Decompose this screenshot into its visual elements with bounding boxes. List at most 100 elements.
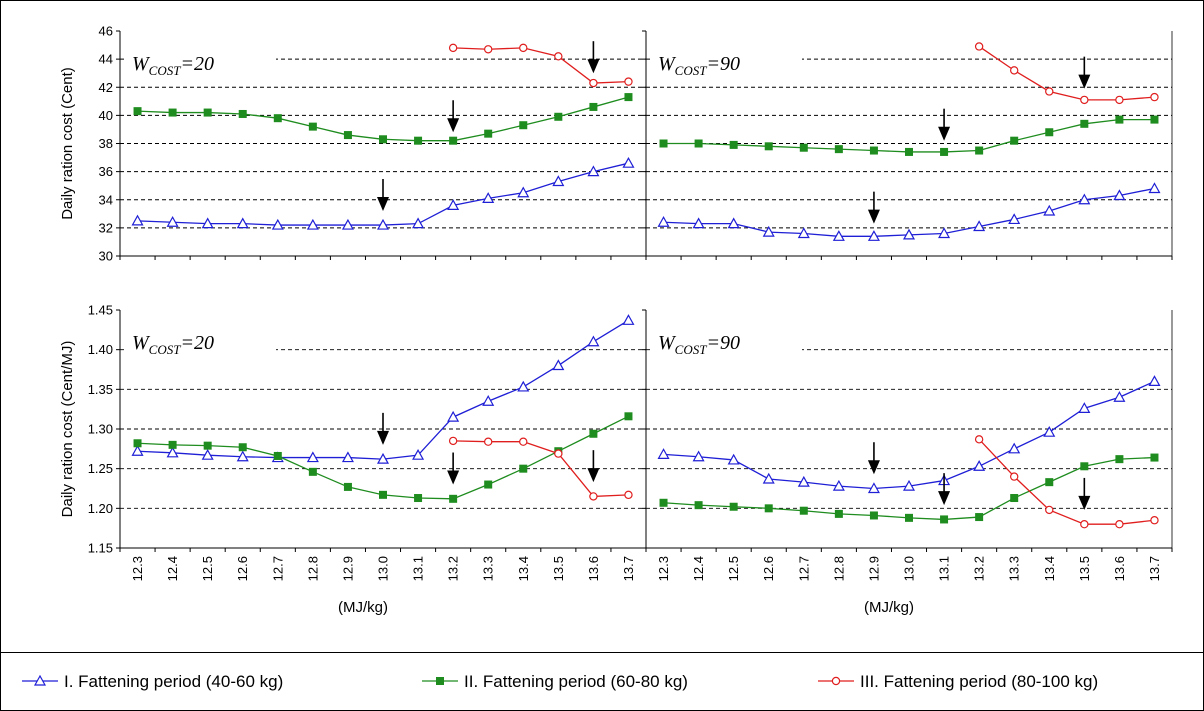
- legend-label: I. Fattening period (40-60 kg): [64, 672, 283, 691]
- y-axis-title: Daily ration cost (Cent/MJ): [59, 341, 76, 518]
- x-tick-label: 12.3: [656, 556, 671, 581]
- data-point: [519, 121, 528, 130]
- data-point: [973, 220, 986, 232]
- data-point: [1010, 66, 1019, 75]
- data-point: [974, 435, 984, 444]
- data-point: [519, 43, 528, 53]
- x-tick-label: 13.5: [551, 556, 566, 581]
- data-point: [659, 139, 668, 148]
- data-point: [343, 131, 352, 140]
- panel-bottom-left: 1.15 1.20 1.25 1.30 1.35 1.40 1.45 Daily ration…: [59, 303, 647, 616]
- data-point: [484, 45, 493, 54]
- legend-marker: [33, 674, 47, 686]
- data-point: [554, 112, 563, 121]
- panel-top-right: WCOST=90: [642, 30, 1173, 260]
- data-point: [449, 136, 458, 145]
- data-point: [975, 513, 984, 522]
- data-point: [554, 52, 563, 61]
- x-tick-label: 13.6: [586, 556, 601, 581]
- series-line: [978, 45, 1155, 101]
- data-point: [694, 501, 703, 510]
- data-point: [447, 410, 460, 422]
- x-tick-label: 12.6: [761, 556, 776, 581]
- x-tick-label: 13.5: [1077, 556, 1092, 581]
- data-point: [1115, 455, 1124, 464]
- optimum-arrow: [1078, 477, 1091, 510]
- data-point: [624, 77, 633, 86]
- data-point: [1150, 453, 1159, 462]
- x-tick-label: 13.1: [937, 556, 952, 581]
- data-point: [1148, 375, 1161, 386]
- series-2: [133, 93, 633, 145]
- x-tick-label: 13.3: [1007, 556, 1022, 581]
- x-tick-label: 13.1: [411, 556, 426, 581]
- y-tick-label: 1.40: [88, 342, 113, 357]
- y-tick-label: 1.25: [88, 461, 113, 476]
- x-tick-label: 13.2: [446, 556, 461, 581]
- data-point: [412, 448, 425, 460]
- data-point: [166, 446, 179, 458]
- data-point: [341, 218, 354, 230]
- optimum-arrow: [938, 108, 951, 141]
- legend-item-1: I. Fattening period (40-60 kg): [22, 672, 283, 691]
- data-point: [1113, 391, 1126, 402]
- data-point: [1008, 213, 1021, 225]
- data-point: [412, 217, 425, 229]
- data-point: [447, 199, 460, 210]
- data-point: [414, 494, 423, 503]
- x-tick-label: 13.0: [902, 556, 917, 581]
- x-tick-label: 12.4: [165, 556, 180, 581]
- data-point: [1080, 520, 1089, 529]
- legend-label: III. Fattening period (80-100 kg): [860, 672, 1098, 691]
- data-point: [238, 443, 247, 452]
- data-point: [799, 506, 808, 515]
- data-point: [201, 448, 214, 460]
- data-point: [376, 452, 390, 464]
- data-point: [1043, 204, 1056, 216]
- data-point: [1010, 136, 1019, 145]
- data-point: [1045, 505, 1054, 515]
- data-point: [587, 335, 600, 347]
- x-tick-label: 12.7: [270, 556, 285, 581]
- x-tick-label: 12.9: [866, 556, 881, 581]
- data-point: [133, 107, 142, 116]
- data-point: [692, 450, 705, 462]
- y-tick-label: 36: [99, 164, 113, 179]
- series-2: [659, 453, 1159, 524]
- y-tick-label: 1.45: [88, 303, 113, 318]
- data-point: [869, 146, 878, 155]
- series-2: [133, 412, 633, 503]
- legend-marker: [831, 676, 841, 686]
- x-tick-label: 12.8: [305, 556, 320, 581]
- optimum-arrow: [587, 450, 600, 483]
- x-tick-label: 13.6: [1112, 556, 1127, 581]
- data-point: [201, 217, 214, 229]
- data-point: [624, 490, 633, 500]
- data-point: [940, 147, 949, 156]
- data-point: [1045, 478, 1054, 487]
- data-point: [1115, 520, 1124, 529]
- series-3: [448, 436, 633, 501]
- x-tick-label: 13.7: [621, 556, 636, 581]
- x-tick-label: 12.8: [831, 556, 846, 581]
- x-tick-label: 13.4: [516, 556, 531, 581]
- series-2: [659, 115, 1159, 156]
- optimum-arrow: [447, 100, 460, 133]
- series-line: [453, 47, 629, 84]
- y-tick-label: 1.35: [88, 382, 113, 397]
- data-point: [343, 482, 352, 491]
- data-point: [519, 464, 528, 473]
- x-tick-label: 12.3: [130, 556, 145, 581]
- data-point: [1150, 92, 1159, 102]
- data-point: [589, 78, 598, 88]
- data-point: [1045, 128, 1054, 137]
- data-point: [308, 467, 317, 476]
- data-point: [622, 314, 635, 325]
- data-point: [166, 216, 179, 227]
- data-point: [869, 511, 878, 520]
- data-point: [799, 143, 808, 152]
- data-point: [1008, 442, 1021, 454]
- data-point: [552, 359, 565, 371]
- data-point: [131, 214, 144, 226]
